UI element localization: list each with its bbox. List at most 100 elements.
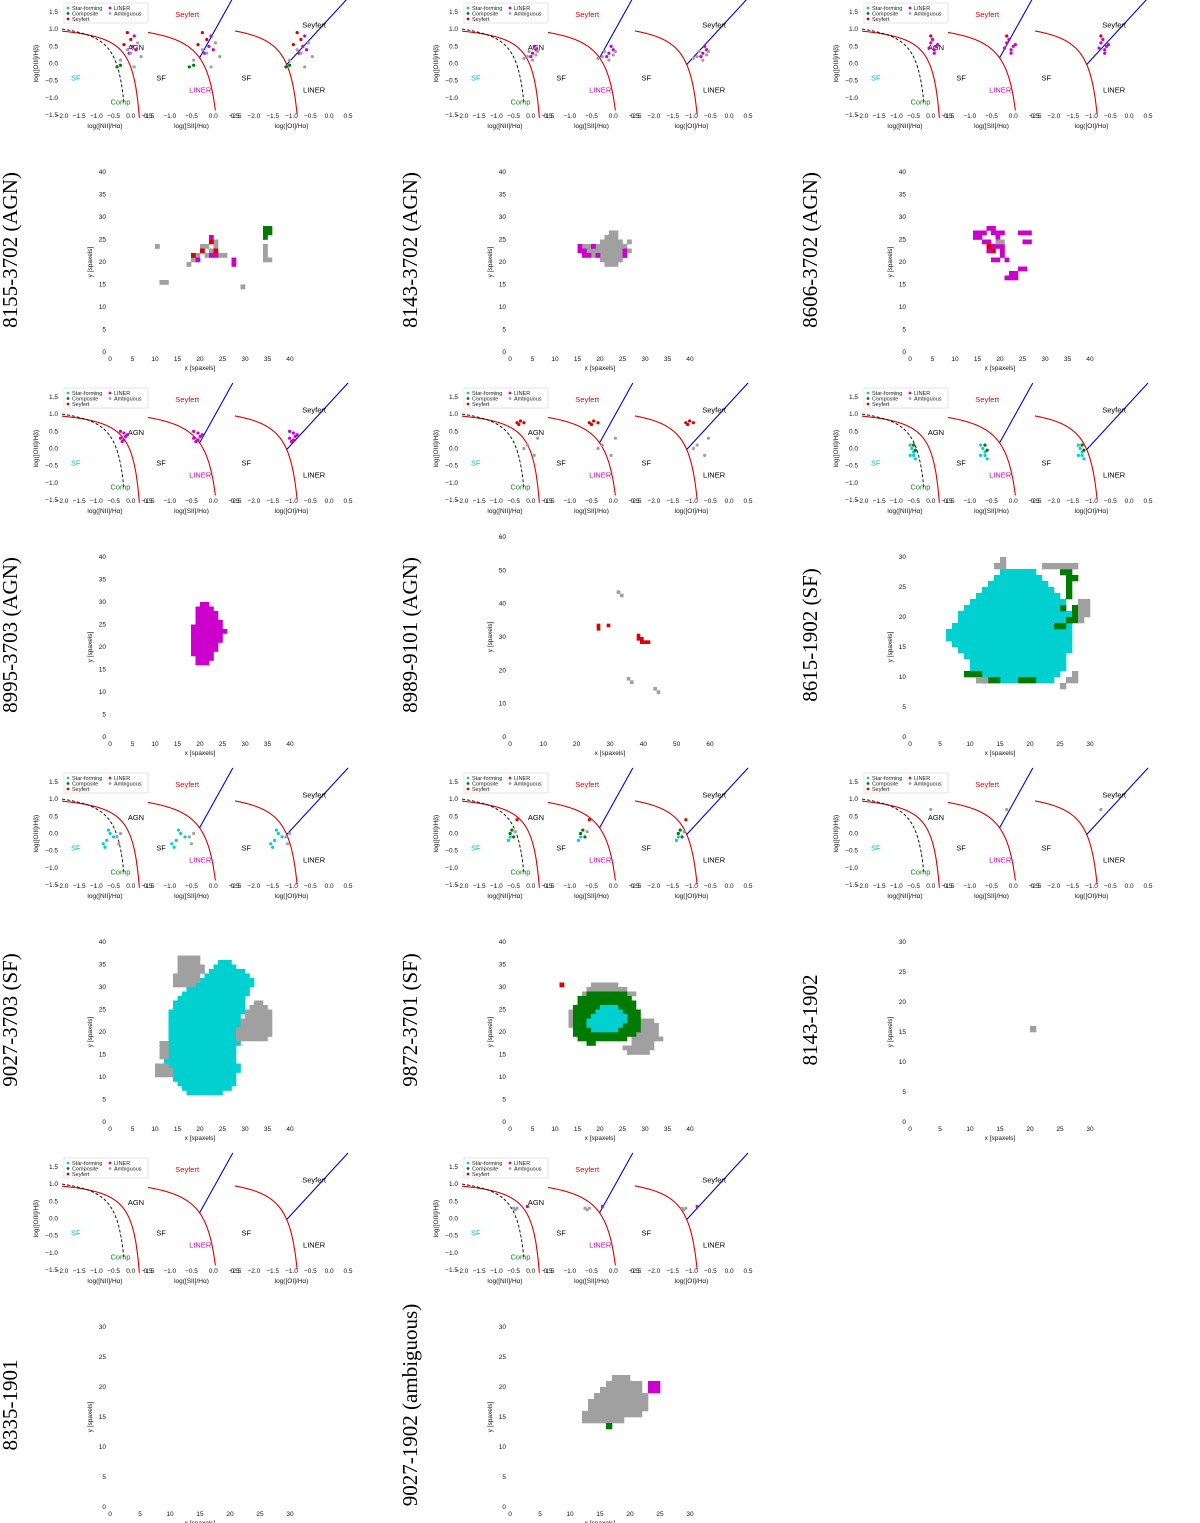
map-ytick: 35 xyxy=(99,192,107,199)
bpt-xtick: 0.0 xyxy=(209,498,218,505)
spaxel xyxy=(191,624,196,630)
spaxel-run xyxy=(164,1054,237,1060)
map-xtick: 10 xyxy=(551,1126,559,1133)
bpt-xtick: −1.0 xyxy=(685,113,698,120)
bpt-point xyxy=(1097,46,1101,50)
bpt-point xyxy=(105,838,109,842)
seyfert-liner-line xyxy=(199,1152,234,1213)
spaxel xyxy=(209,620,214,625)
bpt-xtick: −1.5 xyxy=(542,883,555,890)
kewley-line xyxy=(61,30,140,118)
bpt-point xyxy=(299,37,303,42)
map-ytick: 10 xyxy=(899,304,907,311)
map-xtick: 0 xyxy=(108,1126,112,1133)
spaxel xyxy=(209,253,214,258)
bpt-xtick: 0.5 xyxy=(630,883,639,890)
spaxel xyxy=(1066,563,1073,570)
spaxel xyxy=(213,629,219,634)
bpt-point xyxy=(530,51,535,55)
bpt-point xyxy=(205,37,209,42)
spaxel-run xyxy=(159,1045,169,1051)
bpt-ytick: 0.0 xyxy=(49,61,58,68)
bpt-point xyxy=(1106,43,1111,47)
region-label: AGN xyxy=(128,428,144,437)
spaxel xyxy=(159,280,165,285)
region-label: SF xyxy=(242,459,252,468)
bpt-point xyxy=(701,51,705,55)
bpt-point xyxy=(286,842,290,846)
map-xlabel: x [spaxels] xyxy=(595,750,626,757)
bpt-point xyxy=(299,51,303,55)
bpt-xtick: −2.0 xyxy=(647,1268,660,1275)
bpt-ytick: −1.0 xyxy=(445,1250,458,1257)
kewley-line xyxy=(547,801,616,881)
bpt-point xyxy=(1101,37,1105,42)
map-xtick: 15 xyxy=(574,1126,582,1133)
map-xtick: 40 xyxy=(686,356,694,363)
bpt-panel-2: −1.5 −1.0 −0.5 0.0 0.5 log([SII]/Hα) Seyfert SF… xyxy=(542,1152,640,1285)
spaxel xyxy=(596,627,601,631)
legend-marker xyxy=(466,1172,470,1176)
legend-frame xyxy=(463,1157,549,1179)
region-label: AGN xyxy=(928,813,944,822)
spaxel-run xyxy=(994,575,1043,582)
spaxel xyxy=(609,253,614,258)
region-label: LINER xyxy=(303,856,326,865)
spaxel-run xyxy=(186,987,250,992)
bpt-point xyxy=(200,433,204,437)
spaxel-map: 0 5 10 15 20 25 30 35 40 0 5 10 15 20 25 30 35 40 x [spaxe… xyxy=(887,169,1094,372)
kauffmann-line xyxy=(861,413,925,488)
spaxel xyxy=(654,1387,661,1394)
map-ytick: 5 xyxy=(102,1097,106,1104)
bpt-ytick: 1.0 xyxy=(449,1181,458,1188)
spaxel xyxy=(1018,230,1023,236)
map-ytick: 20 xyxy=(899,259,907,266)
map-ytick: 20 xyxy=(499,667,507,674)
bpt-ytick: 1.0 xyxy=(49,796,58,803)
region-label: AGN xyxy=(128,1198,144,1207)
map-ylabel: y [spaxels] xyxy=(87,246,94,277)
region-label: Seyfert xyxy=(575,1165,600,1174)
legend-label: Seyfert xyxy=(872,402,890,408)
spaxel xyxy=(1084,599,1091,606)
bpt-point xyxy=(132,65,136,69)
bpt-xtick: 0.5 xyxy=(230,498,239,505)
spaxel xyxy=(577,248,583,254)
map-ytick: 15 xyxy=(99,1414,107,1421)
region-label: LINER xyxy=(703,86,726,95)
spaxel-map: 0 5 10 15 20 25 30 35 40 0 5 10 15 20 25 30 35 40 x [spaxe… xyxy=(87,554,294,757)
bpt-point xyxy=(517,422,521,427)
spaxel-run xyxy=(159,1054,169,1060)
spaxel xyxy=(640,640,644,644)
map-ytick: 30 xyxy=(99,214,107,221)
region-label: LINER xyxy=(189,86,212,95)
legend-frame xyxy=(463,2,549,24)
spaxel xyxy=(204,656,210,661)
bpt-ylabel: log([OIII]/Hβ) xyxy=(33,430,40,467)
bpt-xtick: −2.0 xyxy=(647,883,660,890)
bpt-xtick: −1.0 xyxy=(563,883,576,890)
bpt-xtick: 0.0 xyxy=(1125,498,1134,505)
bpt-ylabel: log([OIII]/Hβ) xyxy=(433,45,440,82)
kewley-line xyxy=(547,1186,616,1266)
bpt-ytick: −0.5 xyxy=(45,848,58,855)
map-xtick: 15 xyxy=(974,356,982,363)
map-xlabel: x [spaxels] xyxy=(585,365,616,372)
bpt-xtick: 0.0 xyxy=(126,498,135,505)
bpt-point xyxy=(192,63,196,67)
legend-marker xyxy=(866,6,870,10)
spaxel-run xyxy=(640,1018,655,1024)
bpt-xtick: 0.5 xyxy=(230,883,239,890)
bpt-xtick: −1.0 xyxy=(1085,498,1098,505)
bpt-xtick: −0.5 xyxy=(304,883,317,890)
bpt-point xyxy=(295,30,299,35)
legend-marker xyxy=(66,776,70,780)
spaxel-run xyxy=(568,1014,574,1019)
spaxel xyxy=(209,615,214,621)
spaxel xyxy=(995,230,1001,236)
spaxel xyxy=(200,606,205,612)
spaxel-run xyxy=(168,1027,241,1033)
spaxel xyxy=(618,248,623,254)
